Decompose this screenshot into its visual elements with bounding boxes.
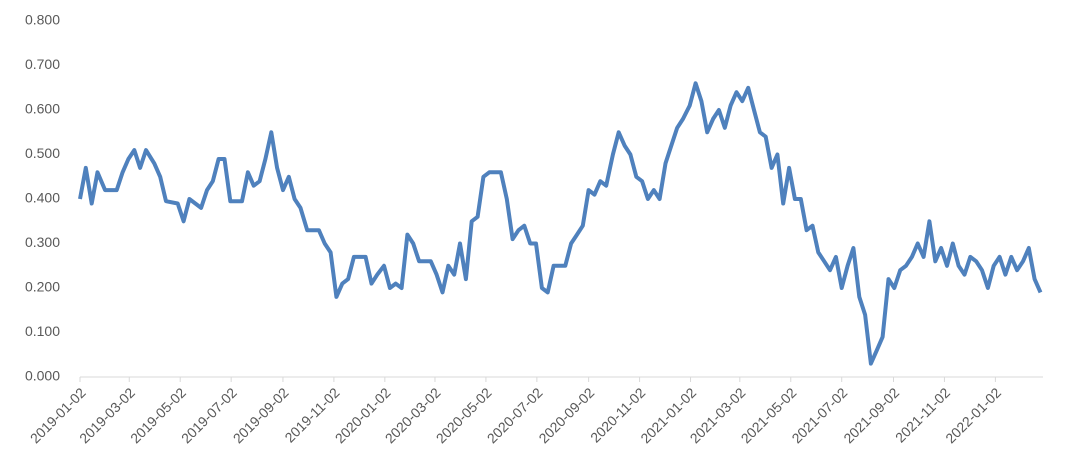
x-tick-label: 2019-09-02	[230, 384, 292, 446]
y-tick-label: 0.300	[25, 234, 60, 250]
y-tick-label: 0.500	[25, 145, 60, 161]
y-tick-label: 0.100	[25, 323, 60, 339]
y-tick-label: 0.200	[25, 279, 60, 295]
y-tick-label: 0.800	[25, 12, 60, 28]
y-tick-label: 0.400	[25, 190, 60, 206]
y-tick-label: 0.700	[25, 56, 60, 72]
data-line	[78, 81, 1043, 366]
x-tick-label: 2022-01-02	[942, 384, 1004, 446]
x-tick-label: 2021-09-02	[840, 384, 902, 446]
y-tick-label: 0.600	[25, 101, 60, 117]
y-tick-label: 0.000	[25, 368, 60, 384]
x-tick-label: 2020-09-02	[535, 384, 597, 446]
